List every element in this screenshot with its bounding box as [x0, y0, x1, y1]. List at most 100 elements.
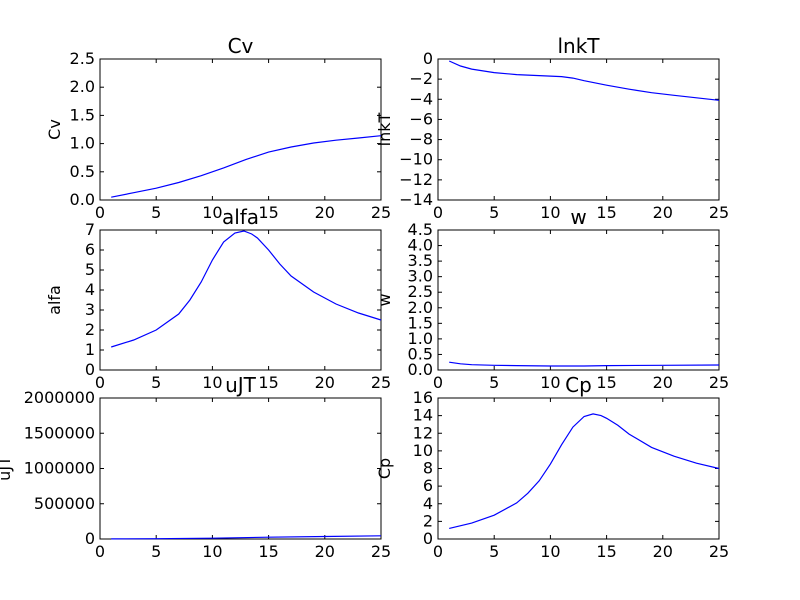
x-tick-label: 15 — [596, 373, 616, 392]
y-tick-label: 1000000 — [24, 459, 95, 478]
y-tick-label: 2.5 — [70, 49, 95, 68]
y-tick-label: 14 — [413, 406, 433, 425]
x-tick-label: 20 — [315, 542, 335, 561]
x-tick-label: 20 — [315, 203, 335, 222]
axes-frame — [437, 229, 720, 371]
y-axis-label: alfa — [45, 285, 64, 315]
x-tick-label: 20 — [653, 542, 673, 561]
y-tick-label: 3 — [85, 300, 95, 319]
y-tick-label: −12 — [399, 170, 433, 189]
y-tick-label: 0 — [423, 529, 433, 548]
y-tick-label: 5 — [85, 260, 95, 279]
y-axis-label: w — [375, 293, 394, 306]
y-tick-label: 6 — [85, 240, 95, 259]
y-tick-label: 0 — [85, 360, 95, 379]
x-tick-label: 15 — [258, 203, 278, 222]
y-tick-label: 16 — [413, 388, 433, 407]
y-tick-label: 500000 — [34, 494, 95, 513]
x-tick-label: 15 — [258, 373, 278, 392]
y-tick-label: 2.0 — [70, 77, 95, 96]
x-tick-label: 5 — [489, 203, 499, 222]
x-tick-label: 0 — [95, 373, 105, 392]
x-tick-label: 20 — [315, 373, 335, 392]
x-tick-label: 20 — [653, 373, 673, 392]
series-line — [111, 535, 382, 540]
x-tick-label: 25 — [709, 203, 729, 222]
y-tick-label: 4 — [423, 494, 433, 513]
x-tick-label: 0 — [95, 203, 105, 222]
x-tick-label: 15 — [596, 542, 616, 561]
y-tick-label: 1.5 — [70, 105, 95, 124]
x-tick-label: 25 — [371, 203, 391, 222]
y-tick-label: −8 — [409, 130, 433, 149]
x-tick-label: 0 — [433, 203, 443, 222]
x-tick-label: 15 — [258, 542, 278, 561]
y-axis-label: lnkT — [375, 112, 394, 146]
x-tick-label: 15 — [596, 203, 616, 222]
y-tick-label: −4 — [409, 89, 433, 108]
y-tick-label: 2 — [423, 511, 433, 530]
subplot-title: uJT — [225, 373, 257, 397]
y-tick-label: 0.0 — [408, 360, 433, 379]
x-tick-label: 25 — [371, 542, 391, 561]
y-tick-label: 3.0 — [408, 267, 433, 286]
axes-frame — [99, 58, 382, 201]
subplot-title: Cv — [228, 34, 254, 58]
y-tick-label: 1500000 — [24, 423, 95, 442]
x-tick-label: 10 — [202, 203, 222, 222]
y-tick-label: 1 — [85, 340, 95, 359]
y-tick-label: 4 — [85, 280, 95, 299]
y-tick-label: −14 — [399, 190, 433, 209]
x-tick-label: 25 — [371, 373, 391, 392]
x-tick-label: 20 — [653, 203, 673, 222]
y-tick-label: 0.5 — [70, 162, 95, 181]
axes-frame — [437, 397, 720, 540]
subplot-title: Cp — [565, 373, 592, 397]
x-tick-label: 10 — [202, 542, 222, 561]
y-tick-label: 2000000 — [24, 388, 95, 407]
subplot-title: w — [570, 205, 586, 229]
x-tick-label: 10 — [202, 373, 222, 392]
axes-frame — [437, 58, 720, 201]
y-tick-label: 1.5 — [408, 313, 433, 332]
y-tick-label: 2.0 — [408, 298, 433, 317]
y-tick-label: 12 — [413, 423, 433, 442]
series-line — [449, 361, 720, 367]
x-tick-label: 5 — [151, 542, 161, 561]
series-line — [111, 135, 382, 198]
x-tick-label: 5 — [151, 203, 161, 222]
y-tick-label: 0 — [85, 529, 95, 548]
series-line — [449, 413, 720, 529]
y-tick-label: −6 — [409, 109, 433, 128]
y-tick-label: 0.5 — [408, 344, 433, 363]
subplot-3: 0 5 10 15 20 25 0.00.51.01.52.02.53.03.54.04.5… — [375, 205, 729, 392]
x-tick-label: 10 — [540, 373, 560, 392]
x-tick-label: 5 — [151, 373, 161, 392]
y-tick-label: 1.0 — [70, 134, 95, 153]
x-tick-label: 25 — [709, 542, 729, 561]
y-tick-label: 10 — [413, 441, 433, 460]
y-tick-label: 8 — [423, 459, 433, 478]
subplot-0: 0 5 10 15 20 25 0.0 0.5 1.0 1.5 2.0 2.5 Cv Cv — [45, 34, 391, 222]
y-tick-label: 1.0 — [408, 329, 433, 348]
x-tick-label: 0 — [95, 542, 105, 561]
x-tick-label: 25 — [709, 373, 729, 392]
x-tick-label: 5 — [489, 373, 499, 392]
y-tick-label: 7 — [85, 220, 95, 239]
y-axis-label: uJT — [0, 456, 14, 481]
x-tick-label: 5 — [489, 542, 499, 561]
y-tick-label: 2 — [85, 320, 95, 339]
subplot-4: 0 5 10 15 20 25 0 500000 1000000 1500000 2000000 uJ… — [0, 373, 391, 561]
subplot-title: alfa — [222, 205, 259, 229]
x-tick-label: 10 — [540, 203, 560, 222]
y-tick-label: 0 — [423, 49, 433, 68]
y-axis-label: Cv — [45, 119, 64, 140]
axes-frame — [99, 229, 382, 371]
y-tick-label: 2.5 — [408, 282, 433, 301]
y-tick-label: −10 — [399, 150, 433, 169]
axes-frame — [99, 397, 382, 540]
